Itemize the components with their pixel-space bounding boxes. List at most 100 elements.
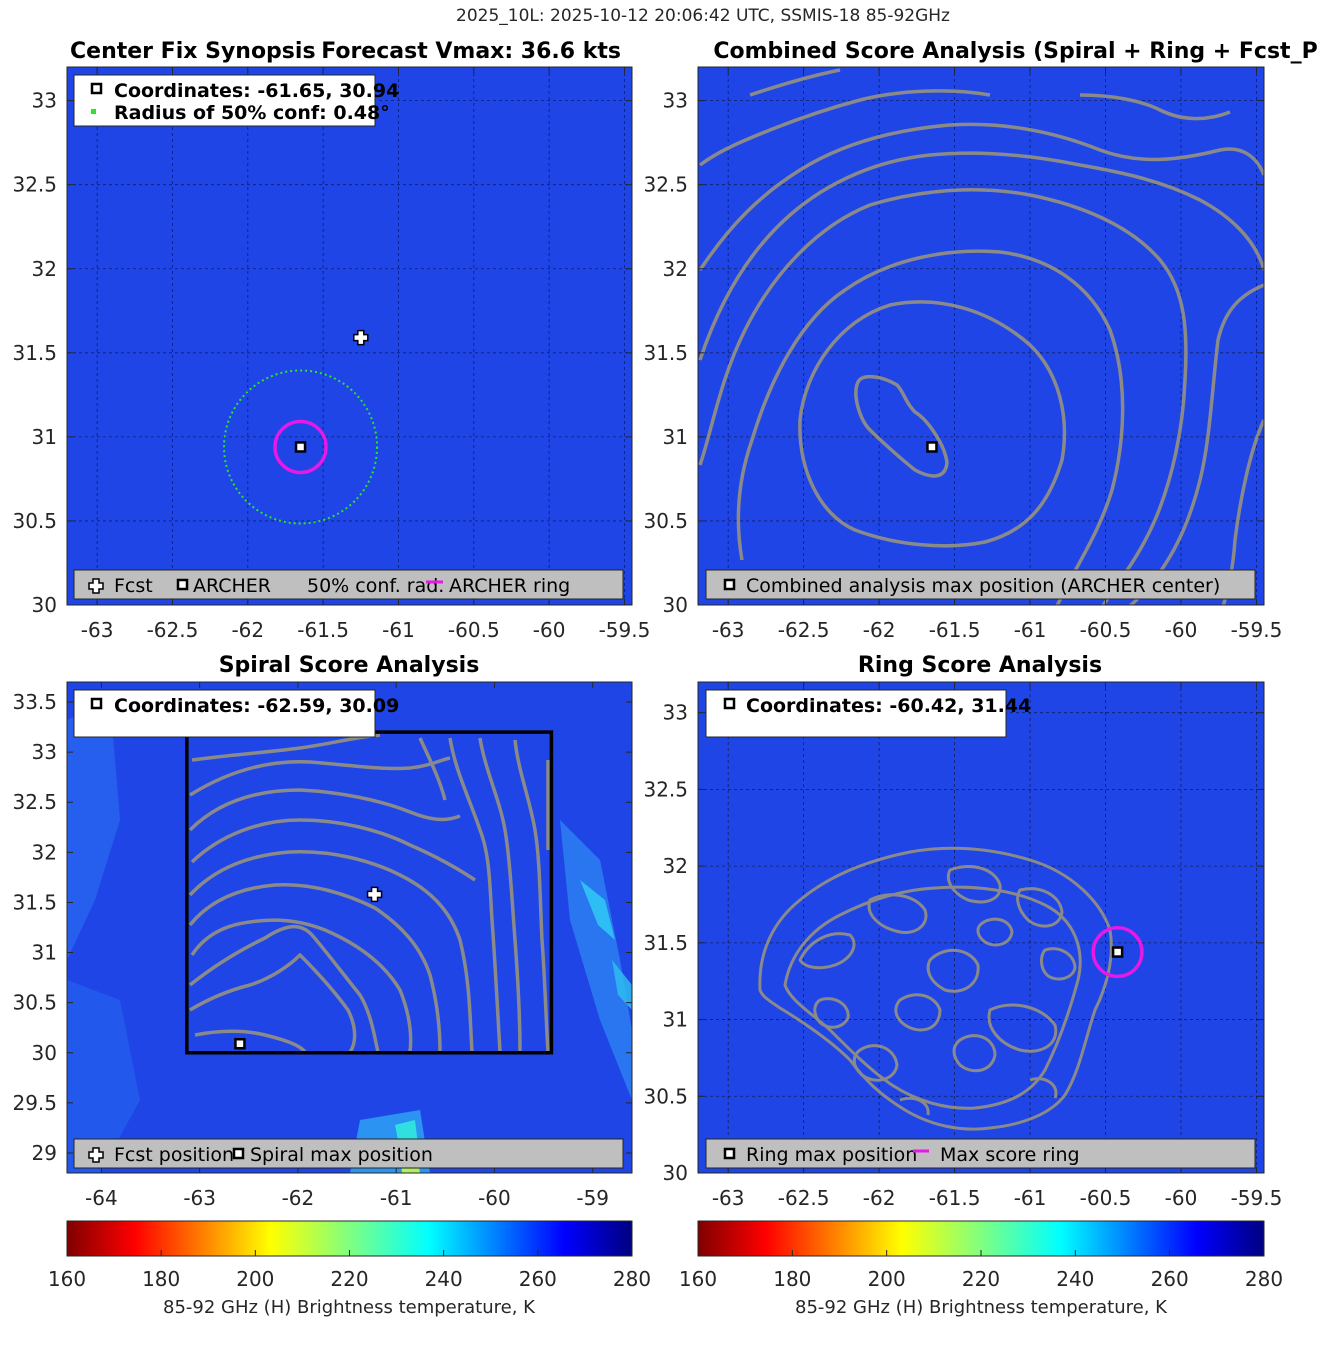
spiral-max-square bbox=[234, 1037, 246, 1050]
y-tick-label: 31.5 bbox=[12, 890, 57, 914]
y-tick-label: 33.5 bbox=[12, 690, 57, 714]
colorbar-tick-label: 260 bbox=[1151, 1267, 1189, 1291]
legend-top: Coordinates: -60.42, 31.44 bbox=[705, 689, 1031, 738]
colorbar-tick-label: 220 bbox=[962, 1267, 1000, 1291]
legend-bottom: Combined analysis max position (ARCHER c… bbox=[705, 569, 1256, 600]
y-tick-label: 31 bbox=[663, 1008, 688, 1032]
legend-fcst: Fcst bbox=[114, 575, 153, 597]
legend-ring-max: Ring max position bbox=[746, 1144, 917, 1166]
plot-area bbox=[67, 67, 632, 605]
y-tick-label: 32 bbox=[663, 854, 688, 878]
y-tick-label: 30.5 bbox=[12, 509, 57, 533]
y-tick-label: 30.5 bbox=[12, 991, 57, 1015]
y-tick-label: 30 bbox=[663, 1161, 688, 1185]
y-tick-label: 29.5 bbox=[12, 1091, 57, 1115]
archer-center-marker bbox=[294, 441, 307, 453]
legend-fcst-position: Fcst position bbox=[114, 1144, 234, 1166]
legend-bottom: Ring max position Max score ring bbox=[705, 1138, 1256, 1169]
x-tick-label: -61.5 bbox=[929, 618, 981, 642]
legend-archer: ARCHER bbox=[193, 575, 271, 597]
y-tick-label: 31 bbox=[32, 425, 57, 449]
y-tick-label: 33 bbox=[663, 89, 688, 113]
x-tick-label: -60 bbox=[1165, 1186, 1198, 1210]
legend-spiral-max: Spiral max position bbox=[250, 1144, 433, 1166]
y-tick-label: 31 bbox=[663, 425, 688, 449]
panel-combined-score: Combined Score Analysis (Spiral + Ring +… bbox=[643, 39, 1317, 642]
colorbar-tick-label: 180 bbox=[142, 1267, 180, 1291]
x-tick-label: -63 bbox=[81, 618, 114, 642]
legend-top: Coordinates: -61.65, 30.94 Radius of 50%… bbox=[73, 74, 399, 127]
x-tick-label: -62 bbox=[863, 1186, 896, 1210]
x-tick-label: -61 bbox=[1014, 618, 1047, 642]
x-axis-ticks: -63 -62.5 -62 -61.5 -61 -60.5 -60 -59.5 bbox=[712, 682, 1282, 1210]
x-tick-label: -61.5 bbox=[297, 618, 349, 642]
legend-radius: Radius of 50% conf: 0.48° bbox=[114, 102, 390, 124]
colorbar-tick-label: 260 bbox=[519, 1267, 557, 1291]
legend-max-score-ring: Max score ring bbox=[940, 1144, 1080, 1166]
forecast-position-marker bbox=[353, 329, 369, 346]
ring-max-marker bbox=[1111, 946, 1124, 958]
y-tick-label: 32 bbox=[32, 840, 57, 864]
figure-title: 2025_10L: 2025-10-12 20:06:42 UTC, SSMIS… bbox=[456, 6, 950, 26]
y-tick-label: 32.5 bbox=[643, 173, 688, 197]
y-tick-label: 33 bbox=[32, 740, 57, 764]
colorbar-left: 160 180 200 220 240 260 280 85-92 GHz (H) Brig… bbox=[48, 1220, 651, 1318]
legend-bottom: Fcst ARCHER 50% conf. rad. ARCHER ring bbox=[73, 569, 624, 600]
colorbar-tick-label: 220 bbox=[330, 1267, 368, 1291]
x-tick-label: -60 bbox=[478, 1186, 511, 1210]
colorbar-label: 85-92 GHz (H) Brightness temperature, K bbox=[795, 1297, 1168, 1318]
y-tick-label: 31.5 bbox=[643, 341, 688, 365]
x-tick-label: -61 bbox=[1014, 1186, 1047, 1210]
legend-combined-max: Combined analysis max position (ARCHER c… bbox=[746, 575, 1220, 597]
archer-marker bbox=[294, 441, 307, 453]
ring-contours bbox=[758, 846, 1113, 1131]
combined-max-square bbox=[926, 441, 938, 453]
y-tick-label: 32.5 bbox=[12, 790, 57, 814]
x-tick-label: -64 bbox=[85, 1186, 118, 1210]
colorbar-ticks: 160 180 200 220 240 260 280 bbox=[679, 1250, 1283, 1291]
legend-bottom: Fcst position Spiral max position bbox=[73, 1138, 624, 1169]
panel-title-left: Center Fix Synopsis bbox=[70, 39, 316, 64]
archer-ring bbox=[273, 419, 328, 475]
legend-top: Coordinates: -62.59, 30.09 bbox=[73, 689, 399, 738]
y-tick-label: 31 bbox=[32, 941, 57, 965]
x-tick-label: -60 bbox=[533, 618, 566, 642]
panel-spiral-score: Spiral Score Analysis bbox=[12, 653, 633, 1210]
panel-center-fix-synopsis: Center Fix Synopsis Forecast Vmax: 36.6 … bbox=[12, 39, 650, 642]
plot-area bbox=[698, 682, 1264, 1173]
y-tick-label: 31.5 bbox=[12, 341, 57, 365]
x-tick-label: -60.5 bbox=[1080, 1186, 1132, 1210]
legend-coordinates: Coordinates: -61.65, 30.94 bbox=[114, 80, 399, 102]
y-tick-label: 31.5 bbox=[643, 931, 688, 955]
y-tick-label: 33 bbox=[663, 701, 688, 725]
x-axis-ticks: -63 -62.5 -62 -61.5 -61 -60.5 -60 -59.5 bbox=[712, 67, 1282, 642]
colorbar-tick-label: 200 bbox=[236, 1267, 274, 1291]
panel-title: Spiral Score Analysis bbox=[219, 653, 480, 678]
spiral-max-marker bbox=[234, 1037, 246, 1050]
combined-max-marker bbox=[926, 441, 938, 453]
forecast-position-marker bbox=[366, 886, 383, 903]
max-score-ring bbox=[1091, 925, 1144, 979]
y-tick-label: 33 bbox=[32, 89, 57, 113]
legend-coordinates: Coordinates: -60.42, 31.44 bbox=[746, 695, 1031, 717]
x-tick-label: -63 bbox=[712, 1186, 745, 1210]
colorbar-label: 85-92 GHz (H) Brightness temperature, K bbox=[163, 1297, 536, 1318]
x-axis-ticks: -63 -62.5 -62 -61.5 -61 -60.5 -60 -59.5 bbox=[81, 67, 650, 642]
x-tick-label: -59 bbox=[576, 1186, 609, 1210]
panel-title: Ring Score Analysis bbox=[858, 653, 1102, 678]
colorbar-tick-label: 160 bbox=[679, 1267, 717, 1291]
x-tick-label: -60 bbox=[1165, 618, 1198, 642]
ring-max-square bbox=[1111, 946, 1124, 958]
x-tick-label: -62.5 bbox=[778, 1186, 830, 1210]
colorbar-tick-label: 180 bbox=[773, 1267, 811, 1291]
panel-title-right: Forecast Vmax: 36.6 kts bbox=[321, 39, 621, 64]
x-tick-label: -62 bbox=[282, 1186, 315, 1210]
plot-area bbox=[67, 682, 632, 1173]
y-tick-label: 32 bbox=[32, 257, 57, 281]
colorbar-tick-label: 240 bbox=[1056, 1267, 1094, 1291]
y-tick-label: 30.5 bbox=[643, 1084, 688, 1108]
colorbar-tick-label: 240 bbox=[425, 1267, 463, 1291]
x-axis-ticks: -64 -63 -62 -61 -60 -59 bbox=[85, 682, 609, 1210]
panel-ring-score: Ring Score Analysis bbox=[643, 653, 1282, 1210]
